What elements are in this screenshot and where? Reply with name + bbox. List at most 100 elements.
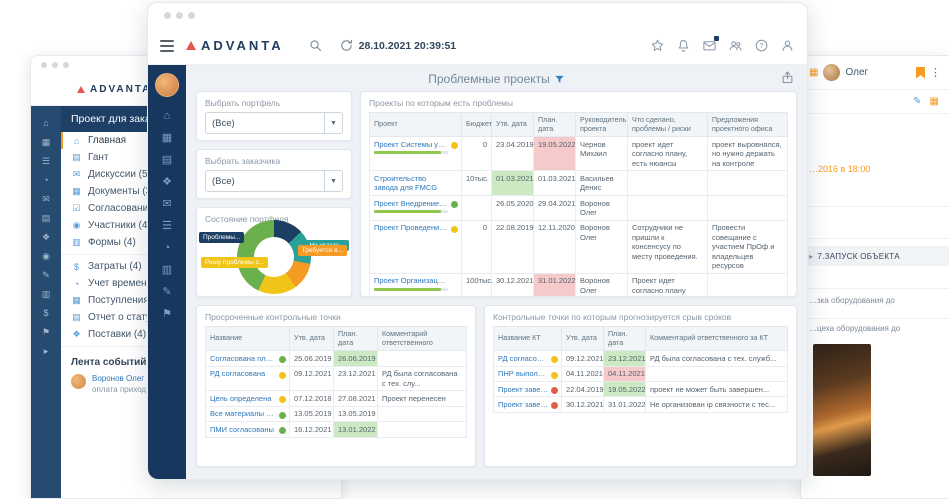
milestone-link[interactable]: РД согласована: [498, 353, 548, 363]
feed-author-link[interactable]: Воронов Олег: [92, 374, 145, 383]
star-icon[interactable]: [650, 38, 665, 53]
col-header[interactable]: Что сделано, проблемы / риски: [627, 111, 708, 138]
project-link[interactable]: Строительство завода для FMCG: [374, 173, 438, 193]
documents-icon[interactable]: ▤: [41, 213, 51, 223]
col-header[interactable]: Утв. дата: [491, 111, 534, 138]
milestone-link[interactable]: ПМИ согласованы: [210, 424, 274, 434]
col-header[interactable]: Комментарий ответственного: [377, 325, 467, 352]
milestone-link[interactable]: Проект завершен: [498, 399, 548, 409]
menu-item-income[interactable]: ▦ Поступления (4): [72, 295, 164, 306]
share-icon[interactable]: [780, 70, 795, 90]
finance-icon[interactable]: $: [43, 308, 49, 318]
edit-icon[interactable]: ✎: [42, 270, 50, 280]
menu-item-forms[interactable]: ▥ Формы (4): [72, 237, 136, 248]
tasks-icon[interactable]: ☰: [162, 220, 172, 232]
col-header[interactable]: Бюджет: [461, 111, 492, 138]
discussion-icon: ✉: [72, 169, 81, 179]
col-header[interactable]: Название: [205, 325, 290, 352]
filter-icon[interactable]: [554, 74, 565, 85]
project-link[interactable]: Проект Проведения ко...: [374, 223, 448, 233]
project-link[interactable]: Проект Системы управ...: [374, 139, 448, 149]
col-header[interactable]: Проект: [369, 111, 462, 138]
more-icon[interactable]: ▸: [43, 346, 49, 356]
mail-icon[interactable]: [702, 36, 719, 53]
col-header[interactable]: Название КТ: [493, 325, 562, 352]
milestone-link[interactable]: Все материалы согласо...: [210, 409, 276, 419]
refresh-datetime[interactable]: 28.10.2021 20:39:51: [339, 38, 456, 53]
project-link[interactable]: Проект Организации м...: [374, 276, 448, 286]
mail-icon[interactable]: ✉: [42, 194, 50, 204]
menu-item-main[interactable]: ⌂ Главная: [61, 132, 341, 149]
col-header[interactable]: Утв. дата: [289, 325, 334, 352]
profile-icon[interactable]: [780, 38, 795, 53]
bookmark-icon[interactable]: [916, 66, 925, 79]
menu-item-supplies[interactable]: ❖ Поставки (4): [72, 329, 147, 340]
col-header[interactable]: Утв. дата: [561, 325, 604, 352]
avatar[interactable]: [823, 64, 841, 81]
menu-item-status-report[interactable]: ▤ Отчет о статусе Прое...: [72, 312, 197, 323]
menu-item-approvals[interactable]: ☑ Согласования (2): [72, 203, 169, 214]
projects-icon[interactable]: ▦: [161, 132, 173, 144]
menu-icon[interactable]: [160, 39, 174, 52]
messages-icon[interactable]: ✉: [162, 198, 172, 210]
reports-icon[interactable]: ▥: [41, 289, 51, 299]
gantt-icon[interactable]: ▤: [161, 154, 173, 166]
budget-cell: 0: [461, 219, 492, 274]
project-link[interactable]: Проект Внедрение сис...: [374, 198, 448, 208]
search-icon[interactable]: [308, 38, 323, 53]
status-dot: [551, 356, 558, 364]
menu-item-discussions[interactable]: ✉ Дискуссии (5): [72, 169, 151, 180]
menu-item-gantt[interactable]: ▤ Гант: [72, 152, 109, 163]
col-header[interactable]: Предложения проектного офиса: [707, 111, 788, 138]
milestone-link[interactable]: РД согласована: [210, 369, 266, 379]
flag-icon[interactable]: ⚑: [41, 327, 51, 337]
progress-bar: [374, 210, 448, 214]
done-cell: [627, 195, 708, 221]
structure-icon[interactable]: ❖: [41, 232, 51, 242]
status-dot: [451, 225, 458, 233]
plan-date-cell: 01.03.2021: [533, 170, 576, 197]
problem-projects-title: Проекты по которым есть проблемы: [369, 98, 513, 108]
problem-projects-card: Проекты по которым есть проблемы Проект …: [360, 91, 797, 297]
bookmarks-icon[interactable]: ⚑: [162, 308, 172, 320]
milestone-link[interactable]: Цель определена: [210, 393, 272, 403]
milestone-link[interactable]: ПНР выполнены: [498, 369, 548, 379]
menu-item-timesheet[interactable]: ◔ Учет времени (16): [61, 275, 341, 292]
notifications-icon[interactable]: [676, 38, 691, 53]
forecast-milestones-table: Название КТ Утв. дата План. дата Коммент…: [493, 325, 788, 413]
portfolio-select[interactable]: (Все) ▼: [205, 112, 343, 134]
edit-icon[interactable]: ✎: [913, 96, 922, 107]
home-icon[interactable]: ⌂: [163, 110, 171, 122]
projects-icon[interactable]: ▦: [41, 137, 51, 147]
col-header[interactable]: План. дата: [533, 111, 576, 138]
calendar-icon[interactable]: ▥: [161, 264, 173, 276]
col-header[interactable]: Руководитель проекта: [575, 111, 628, 138]
analytics-icon[interactable]: ◔: [43, 175, 49, 185]
col-header[interactable]: Комментарий ответственного за КТ: [645, 325, 788, 352]
menu-item-documents[interactable]: ▦ Документы (3): [72, 186, 155, 197]
grid-icon[interactable]: ▦: [929, 96, 939, 107]
milestone-link[interactable]: Проект завершен: [498, 384, 548, 394]
analytics-icon[interactable]: ◔: [163, 242, 171, 254]
edit-icon[interactable]: ✎: [162, 286, 172, 298]
divider: [801, 238, 949, 239]
menu-icon[interactable]: ☰: [41, 156, 51, 166]
plan-date-cell: 29.04.2021: [533, 195, 576, 221]
right-window-header: ▦ Олег ⋮: [801, 56, 949, 90]
help-icon[interactable]: ?: [754, 38, 769, 53]
contacts-icon[interactable]: [728, 38, 743, 53]
stage-section-row[interactable]: ▸ 7.ЗАПУСК ОБЪЕКТА: [801, 246, 949, 266]
menu-item-members[interactable]: ◉ Участники (4): [72, 220, 151, 231]
col-header[interactable]: План. дата: [333, 325, 378, 352]
customer-select[interactable]: (Все) ▼: [205, 170, 343, 192]
avatar[interactable]: [155, 73, 179, 97]
kebab-menu-icon[interactable]: ⋮: [930, 67, 941, 79]
menu-item-costs[interactable]: $ Затраты (4): [61, 258, 341, 275]
advanta-logo[interactable]: ADVANTA: [186, 38, 284, 53]
structure-icon[interactable]: ❖: [162, 176, 172, 188]
contacts-icon[interactable]: ◉: [42, 251, 50, 261]
home-icon[interactable]: ⌂: [43, 118, 49, 128]
milestone-link[interactable]: Согласована площадка: [210, 353, 276, 363]
customer-filter-card: Выбрать заказчика (Все) ▼: [196, 149, 352, 199]
col-header[interactable]: План. дата: [603, 325, 646, 352]
